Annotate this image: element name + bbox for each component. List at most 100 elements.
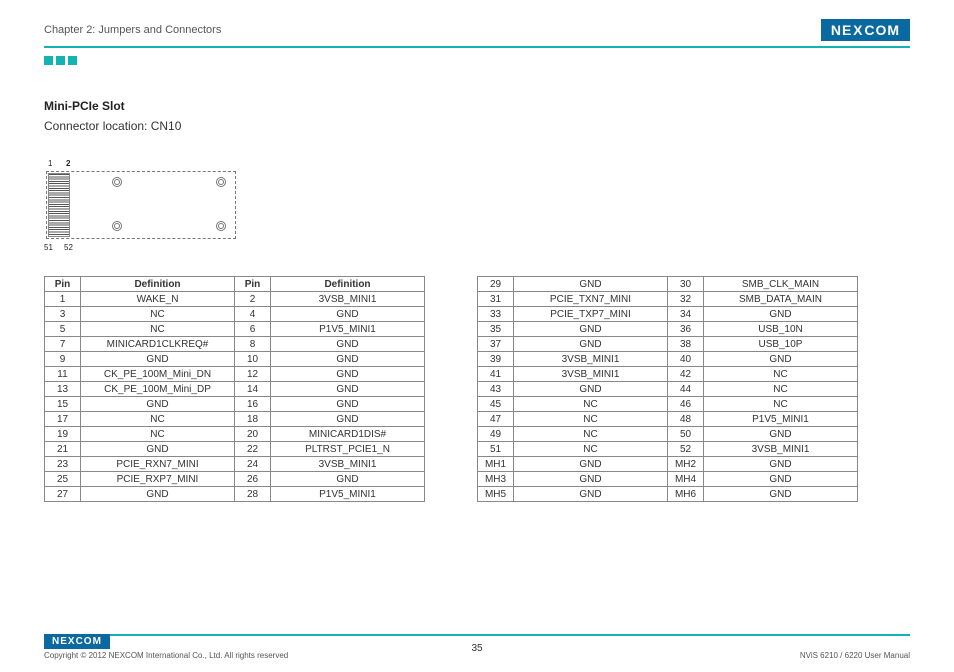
table-row: 31PCIE_TXN7_MINI32SMB_DATA_MAIN bbox=[478, 292, 858, 307]
definition-cell: NC bbox=[704, 367, 858, 382]
pin-cell: 28 bbox=[235, 487, 271, 502]
pin-cell: 32 bbox=[668, 292, 704, 307]
pin-cell: 52 bbox=[668, 442, 704, 457]
pin-cell: 51 bbox=[478, 442, 514, 457]
connector-diagram: 1 2 51 52 bbox=[44, 159, 244, 254]
pin-label-52: 52 bbox=[64, 243, 73, 252]
pin-cell: 43 bbox=[478, 382, 514, 397]
pin-cell: 31 bbox=[478, 292, 514, 307]
definition-cell: PCIE_RXN7_MINI bbox=[81, 457, 235, 472]
nexcom-logo: NEXCOM bbox=[821, 19, 910, 41]
logo-text-right: COM bbox=[76, 636, 102, 647]
pin-cell: 20 bbox=[235, 427, 271, 442]
pin-cell: 19 bbox=[45, 427, 81, 442]
definition-cell: GND bbox=[81, 487, 235, 502]
copyright-text: Copyright © 2012 NEXCOM International Co… bbox=[44, 651, 288, 660]
pin-cell: MH6 bbox=[668, 487, 704, 502]
pin-cell: 21 bbox=[45, 442, 81, 457]
pin-cell: MH5 bbox=[478, 487, 514, 502]
definition-cell: GND bbox=[271, 382, 425, 397]
definition-cell: MINICARD1CLKREQ# bbox=[81, 337, 235, 352]
definition-cell: GND bbox=[704, 352, 858, 367]
pin-cell: 30 bbox=[668, 277, 704, 292]
table-row: 3NC4GND bbox=[45, 307, 425, 322]
logo-text-left: NE bbox=[52, 636, 68, 647]
table-row: 23PCIE_RXN7_MINI243VSB_MINI1 bbox=[45, 457, 425, 472]
table-row: MH5GNDMH6GND bbox=[478, 487, 858, 502]
col-pin: Pin bbox=[45, 277, 81, 292]
nexcom-logo-footer: NEXCOM bbox=[44, 634, 110, 649]
pin-array bbox=[48, 173, 70, 237]
table-row: MH3GNDMH4GND bbox=[478, 472, 858, 487]
pin-cell: 3 bbox=[45, 307, 81, 322]
pin-cell: 12 bbox=[235, 367, 271, 382]
definition-cell: NC bbox=[81, 427, 235, 442]
table-row: 15GND16GND bbox=[45, 397, 425, 412]
pin-cell: 34 bbox=[668, 307, 704, 322]
definition-cell: P1V5_MINI1 bbox=[271, 322, 425, 337]
pin-cell: 2 bbox=[235, 292, 271, 307]
pin-label-51: 51 bbox=[44, 243, 53, 252]
slot-outline bbox=[46, 171, 236, 239]
pin-cell: 9 bbox=[45, 352, 81, 367]
table-row: 7MINICARD1CLKREQ#8GND bbox=[45, 337, 425, 352]
pin-cell: 37 bbox=[478, 337, 514, 352]
connector-location: Connector location: CN10 bbox=[44, 119, 910, 133]
table-row: 37GND38USB_10P bbox=[478, 337, 858, 352]
table-row: MH1GNDMH2GND bbox=[478, 457, 858, 472]
definition-cell: GND bbox=[704, 427, 858, 442]
pin-cell: 35 bbox=[478, 322, 514, 337]
table-row: 413VSB_MINI142NC bbox=[478, 367, 858, 382]
pin-cell: 50 bbox=[668, 427, 704, 442]
definition-cell: PCIE_RXP7_MINI bbox=[81, 472, 235, 487]
definition-cell: WAKE_N bbox=[81, 292, 235, 307]
pin-cell: 23 bbox=[45, 457, 81, 472]
table-row: 43GND44NC bbox=[478, 382, 858, 397]
pin-cell: 40 bbox=[668, 352, 704, 367]
pin-cell: MH3 bbox=[478, 472, 514, 487]
pin-cell: 42 bbox=[668, 367, 704, 382]
pin-cell: 8 bbox=[235, 337, 271, 352]
pin-cell: 36 bbox=[668, 322, 704, 337]
definition-cell: 3VSB_MINI1 bbox=[271, 292, 425, 307]
definition-cell: GND bbox=[271, 307, 425, 322]
pinout-table-left: Pin Definition Pin Definition 1WAKE_N23V… bbox=[44, 276, 425, 502]
pin-cell: 11 bbox=[45, 367, 81, 382]
pin-cell: 47 bbox=[478, 412, 514, 427]
table-row: 5NC6P1V5_MINI1 bbox=[45, 322, 425, 337]
definition-cell: USB_10N bbox=[704, 322, 858, 337]
table-row: 47NC48P1V5_MINI1 bbox=[478, 412, 858, 427]
pin-cell: 25 bbox=[45, 472, 81, 487]
definition-cell: NC bbox=[704, 382, 858, 397]
pin-cell: 16 bbox=[235, 397, 271, 412]
definition-cell: MINICARD1DIS# bbox=[271, 427, 425, 442]
definition-cell: SMB_CLK_MAIN bbox=[704, 277, 858, 292]
table-row: 9GND10GND bbox=[45, 352, 425, 367]
pin-cell: 33 bbox=[478, 307, 514, 322]
logo-text-right: COM bbox=[864, 22, 900, 38]
pin-cell: 7 bbox=[45, 337, 81, 352]
pin-cell: 27 bbox=[45, 487, 81, 502]
pin-cell: MH4 bbox=[668, 472, 704, 487]
definition-cell: GND bbox=[514, 457, 668, 472]
definition-cell: PLTRST_PCIE1_N bbox=[271, 442, 425, 457]
pin-label-1: 1 bbox=[48, 159, 52, 168]
col-definition: Definition bbox=[81, 277, 235, 292]
definition-cell: NC bbox=[514, 412, 668, 427]
table-row: 11CK_PE_100M_Mini_DN12GND bbox=[45, 367, 425, 382]
definition-cell: GND bbox=[81, 442, 235, 457]
definition-cell: P1V5_MINI1 bbox=[704, 412, 858, 427]
pin-cell: 22 bbox=[235, 442, 271, 457]
logo-text-x: X bbox=[852, 22, 864, 38]
pin-cell: 15 bbox=[45, 397, 81, 412]
pin-cell: 24 bbox=[235, 457, 271, 472]
pin-cell: 5 bbox=[45, 322, 81, 337]
pin-cell: 38 bbox=[668, 337, 704, 352]
pin-cell: 18 bbox=[235, 412, 271, 427]
table-row: 27GND28P1V5_MINI1 bbox=[45, 487, 425, 502]
pin-cell: 4 bbox=[235, 307, 271, 322]
definition-cell: P1V5_MINI1 bbox=[271, 487, 425, 502]
definition-cell: GND bbox=[514, 487, 668, 502]
definition-cell: 3VSB_MINI1 bbox=[704, 442, 858, 457]
table-row: 51NC523VSB_MINI1 bbox=[478, 442, 858, 457]
